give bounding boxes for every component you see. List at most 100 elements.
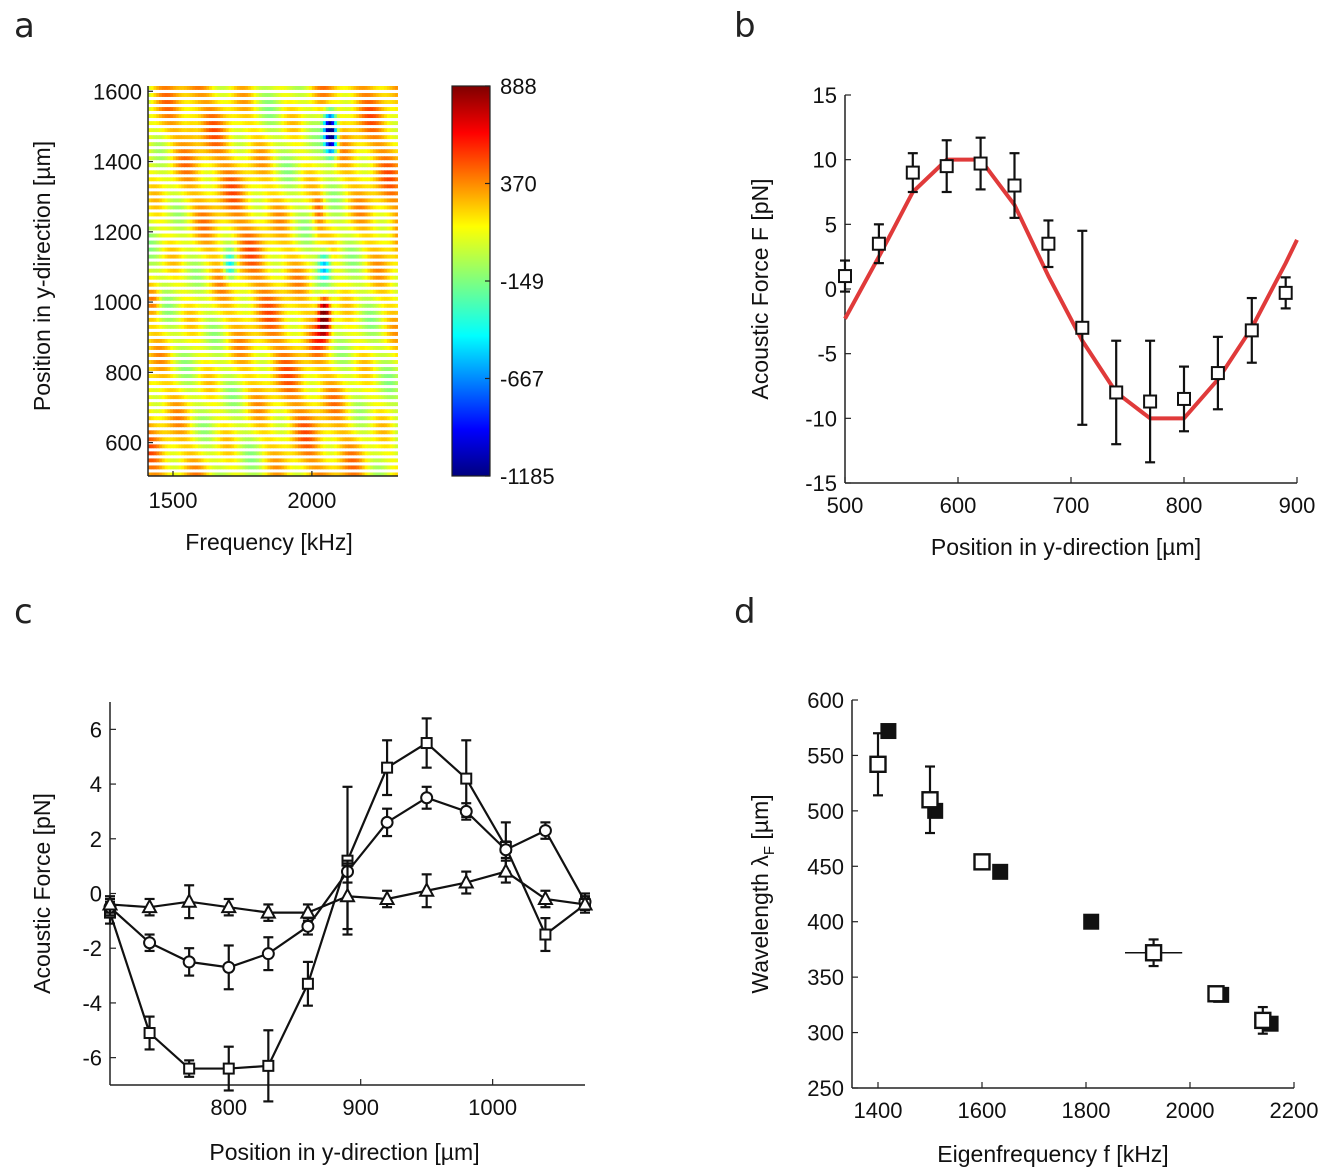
heatmap-cell: [364, 437, 369, 442]
heatmap-cell: [164, 402, 169, 407]
heatmap-cell: [259, 338, 263, 343]
heatmap-cell: [267, 289, 271, 294]
heatmap-cell: [231, 177, 235, 182]
heatmap-cell: [161, 191, 166, 196]
heatmap-cell: [323, 240, 327, 245]
heatmap-cell: [348, 402, 352, 407]
heatmap-cell: [186, 374, 191, 379]
heatmap-cell: [223, 170, 227, 175]
heatmap-cell: [389, 360, 394, 364]
heatmap-cell: [334, 128, 338, 133]
heatmap-cell: [259, 458, 263, 463]
heatmap-cell: [220, 303, 224, 308]
heatmap-cell: [231, 289, 235, 294]
heatmap-cell: [206, 465, 210, 470]
heatmap-cell: [250, 254, 255, 259]
heatmap-cell: [334, 233, 338, 238]
heatmap-cell: [250, 303, 255, 308]
heatmap-cell: [303, 212, 307, 217]
heatmap-cell: [334, 472, 338, 476]
heatmap-cell: [181, 100, 185, 104]
heatmap-cell: [345, 149, 349, 154]
heatmap-cell: [306, 254, 310, 259]
heatmap-cell: [375, 212, 380, 217]
heatmap-cell: [306, 423, 310, 428]
heatmap-cell: [178, 353, 182, 357]
heatmap-cell: [178, 268, 182, 273]
heatmap-cell: [361, 107, 366, 111]
heatmap-cell: [314, 465, 319, 470]
heatmap-cell: [248, 374, 252, 379]
heatmap-cell: [339, 416, 344, 421]
heatmap-cell: [159, 472, 163, 476]
heatmap-cell: [195, 282, 199, 287]
heatmap-cell: [339, 395, 344, 400]
heatmap-cell: [309, 388, 313, 393]
heatmap-cell: [236, 381, 241, 386]
heatmap-cell: [161, 296, 166, 301]
heatmap-cell: [217, 86, 221, 90]
heatmap-cell: [284, 282, 288, 287]
heatmap-cell: [206, 100, 210, 104]
heatmap-cell: [186, 416, 191, 421]
heatmap-cell: [256, 177, 260, 182]
heatmap-cell: [170, 275, 174, 280]
heatmap-cell: [245, 219, 249, 224]
heatmap-cell: [198, 233, 202, 238]
heatmap-cell: [173, 198, 177, 203]
heatmap-cell: [253, 135, 257, 140]
heatmap-cell: [175, 135, 180, 140]
heatmap-cell: [386, 367, 391, 371]
heatmap-cell: [239, 114, 244, 119]
heatmap-cell: [284, 458, 288, 463]
heatmap-cell: [223, 114, 227, 119]
heatmap-cell: [328, 324, 332, 329]
heatmap-cell: [306, 388, 310, 393]
heatmap-cell: [239, 198, 244, 203]
heatmap-cell: [236, 303, 241, 308]
heatmap-cell: [328, 156, 332, 161]
heatmap-cell: [220, 142, 224, 147]
heatmap-cell: [231, 458, 235, 463]
heatmap-cell: [264, 331, 269, 336]
heatmap-cell: [250, 423, 255, 428]
heatmap-cell: [300, 360, 305, 364]
heatmap-cell: [239, 324, 244, 329]
heatmap-cell: [270, 296, 274, 301]
heatmap-cell: [367, 135, 371, 140]
heatmap-cell: [298, 367, 302, 371]
heatmap-cell: [250, 247, 255, 252]
heatmap-cell: [175, 430, 180, 435]
heatmap-cell: [342, 128, 346, 133]
heatmap-cell: [359, 100, 363, 104]
heatmap-cell: [303, 205, 307, 210]
heatmap-cell: [384, 226, 388, 231]
heatmap-cell: [281, 317, 285, 322]
heatmap-cell: [331, 317, 335, 322]
heatmap-cell: [189, 184, 194, 189]
heatmap-cell: [386, 430, 391, 435]
heatmap-cell: [200, 310, 205, 315]
heatmap-cell: [281, 205, 285, 210]
heatmap-cell: [386, 437, 391, 442]
heatmap-cell: [189, 219, 194, 224]
heatmap-cell: [323, 198, 327, 203]
heatmap-cell: [181, 128, 185, 133]
heatmap-cell: [164, 430, 169, 435]
heatmap-cell: [161, 303, 166, 308]
heatmap-cell: [211, 212, 216, 217]
heatmap-cell: [348, 233, 352, 238]
heatmap-cell: [209, 156, 213, 161]
heatmap-cell: [178, 226, 182, 231]
heatmap-cell: [214, 226, 219, 231]
heatmap-cell: [323, 275, 327, 280]
heatmap-cell: [192, 170, 196, 175]
heatmap-cell: [325, 317, 330, 322]
heatmap-cell: [264, 472, 269, 476]
heatmap-cell: [167, 472, 171, 476]
heatmap-cell: [148, 219, 152, 224]
heatmap-cell: [150, 205, 155, 210]
heatmap-cell: [214, 423, 219, 428]
heatmap-cell: [150, 128, 155, 133]
heatmap-cell: [220, 275, 224, 280]
